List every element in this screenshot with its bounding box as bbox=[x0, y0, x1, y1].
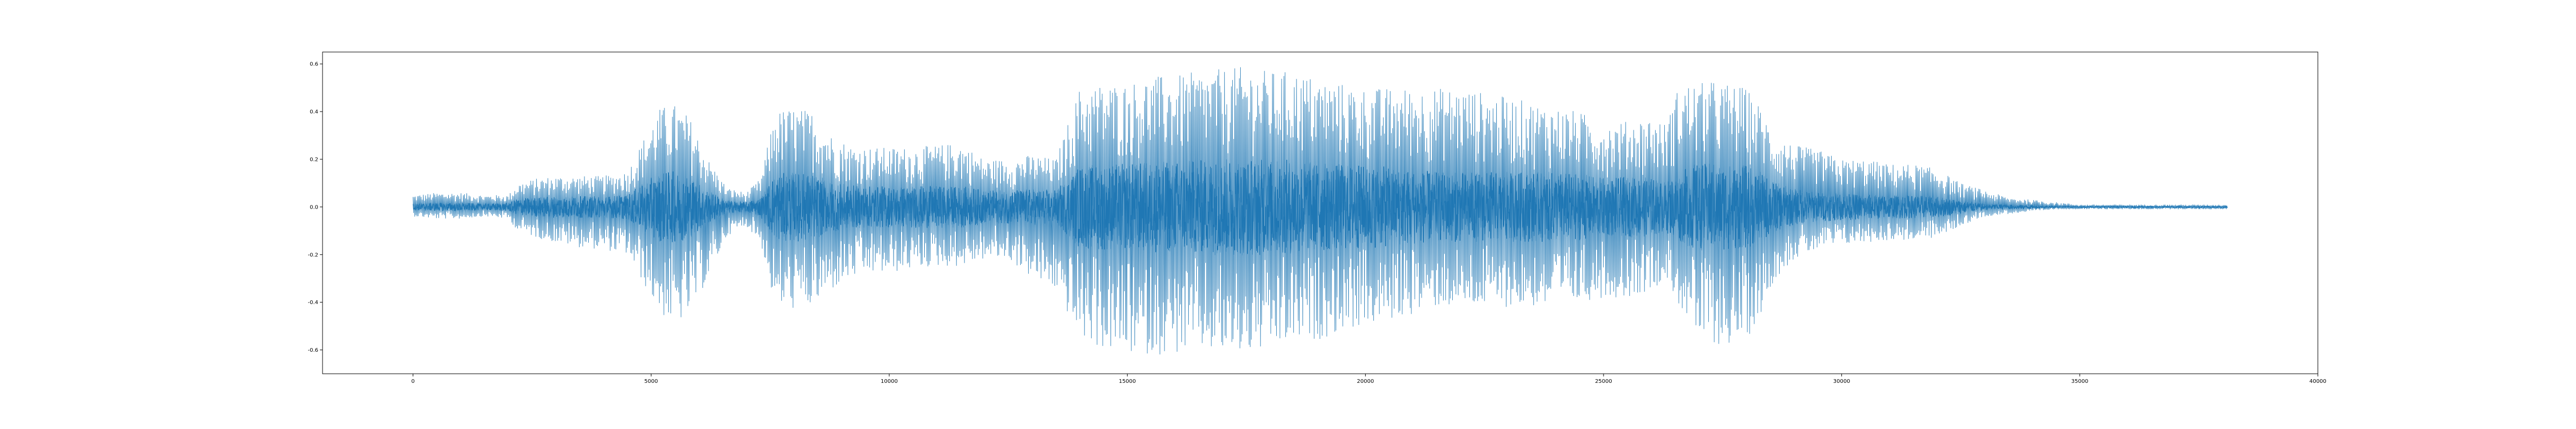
x-tick-label: 15000 bbox=[1119, 379, 1136, 384]
y-tick-label: -0.6 bbox=[308, 347, 318, 353]
y-tick-label: -0.2 bbox=[308, 252, 318, 258]
waveform-core-line bbox=[413, 159, 2228, 256]
x-tick-label: 40000 bbox=[2309, 379, 2326, 384]
y-tick-label: 0.4 bbox=[310, 109, 318, 115]
plot-area-frame bbox=[322, 51, 2318, 374]
x-tick-label: 20000 bbox=[1357, 379, 1374, 384]
y-tick-label: 0.2 bbox=[310, 157, 318, 163]
x-tick-label: 25000 bbox=[1595, 379, 1612, 384]
x-tick-label: 5000 bbox=[645, 379, 658, 384]
x-tick-label: 0 bbox=[411, 379, 414, 384]
y-axis: 0.6 0.4 0.2 0.0 -0.2 -0.4 -0.6 bbox=[308, 62, 323, 353]
y-tick-label: -0.4 bbox=[308, 300, 318, 306]
x-axis: 0 5000 10000 15000 20000 25000 30000 35000 40000 bbox=[411, 374, 2326, 384]
waveform-series bbox=[413, 67, 2228, 354]
x-tick-label: 10000 bbox=[881, 379, 898, 384]
y-tick-label: 0.0 bbox=[310, 204, 318, 210]
y-tick-label: 0.6 bbox=[310, 62, 318, 68]
x-tick-label: 35000 bbox=[2071, 379, 2088, 384]
x-tick-label: 30000 bbox=[1833, 379, 1850, 384]
